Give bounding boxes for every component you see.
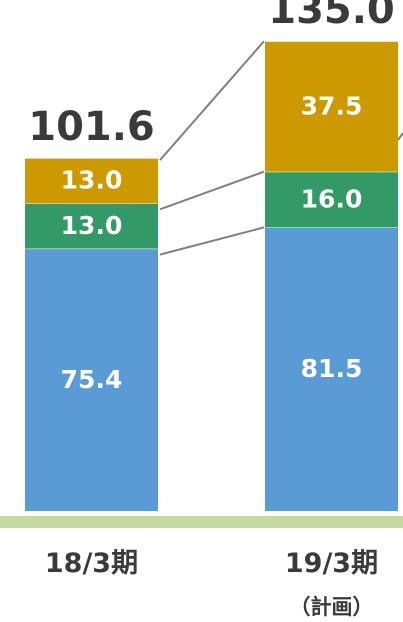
category-labels: 18/3期 19/3期 （計画）: [45, 548, 378, 619]
total-label: 135.0: [268, 0, 395, 33]
connector-line: [159, 170, 265, 211]
segment-value-label: 16.0: [301, 185, 363, 214]
bar-segment: [25, 248, 158, 511]
bar-segment: [25, 203, 158, 249]
segment-value-labels: 75.4 13.0 13.0 81.5 16.0 37.5: [61, 91, 363, 393]
total-label: 101.6: [28, 104, 155, 150]
connector-line: [159, 226, 265, 256]
segment-value-label: 81.5: [301, 354, 363, 383]
bar-segment: [265, 171, 398, 228]
category-sublabel: （計画）: [290, 595, 374, 619]
segment-value-label: 13.0: [61, 166, 123, 195]
baseline-band: [0, 516, 403, 528]
bar-segment: [265, 41, 398, 172]
bar-segment: [265, 227, 398, 511]
segment-value-label: 13.0: [61, 211, 123, 240]
segment-value-label: 37.5: [301, 91, 363, 120]
bar-segment: [25, 158, 158, 204]
connector-lines: [159, 40, 403, 256]
bar-segments: [25, 40, 398, 511]
segment-value-label: 75.4: [61, 365, 123, 394]
category-label: 18/3期: [45, 548, 138, 579]
category-label: 19/3期: [285, 548, 378, 579]
connector-line-tail: [397, 132, 403, 141]
connector-line: [159, 40, 265, 161]
total-labels: 101.6 135.0: [28, 0, 395, 150]
